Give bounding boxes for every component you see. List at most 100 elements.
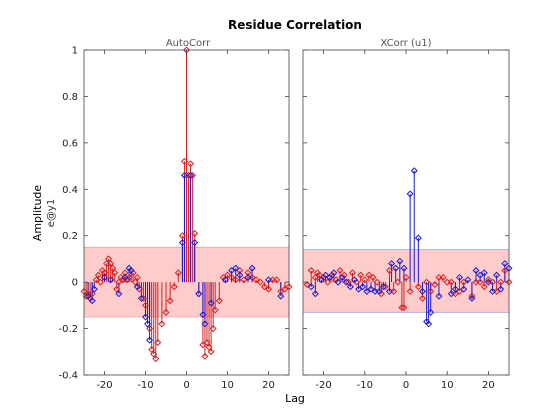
blue-marker xyxy=(318,276,326,284)
blue-marker xyxy=(476,271,484,279)
red-marker xyxy=(423,278,431,286)
blue-marker xyxy=(144,320,152,328)
x-tick-label: -10 xyxy=(357,380,373,391)
red-marker xyxy=(381,283,389,291)
red-marker xyxy=(228,273,236,282)
left-subplot-title: AutoCorr xyxy=(166,38,211,49)
blue-marker xyxy=(115,290,123,298)
blue-marker xyxy=(501,260,509,268)
blue-marker xyxy=(195,290,203,298)
blue-marker xyxy=(414,234,422,242)
blue-marker xyxy=(388,260,396,268)
x-tick-label: 20 xyxy=(262,380,275,391)
red-marker xyxy=(336,267,344,275)
x-tick-label: 10 xyxy=(441,380,454,391)
red-marker xyxy=(191,229,199,237)
red-marker xyxy=(361,276,369,284)
blue-marker xyxy=(90,285,98,293)
red-marker xyxy=(115,278,123,286)
red-marker xyxy=(353,278,361,286)
blue-marker xyxy=(248,264,256,272)
blue-marker xyxy=(363,287,371,295)
red-marker xyxy=(386,267,394,275)
blue-marker xyxy=(367,285,375,293)
blue-marker xyxy=(406,190,414,198)
blue-marker xyxy=(480,269,488,277)
blue-marker xyxy=(400,264,408,272)
blue-marker xyxy=(330,269,338,277)
y-tick-label: 0 xyxy=(72,278,78,289)
red-marker xyxy=(211,306,219,314)
red-marker xyxy=(406,287,414,295)
blue-marker xyxy=(379,283,387,291)
red-marker xyxy=(402,273,410,282)
red-marker xyxy=(244,269,252,277)
blue-marker xyxy=(228,267,236,275)
red-marker xyxy=(109,264,117,272)
y-tick-label: 0.6 xyxy=(62,138,78,149)
red-marker xyxy=(187,160,195,168)
red-marker xyxy=(431,280,439,288)
blue-marker xyxy=(472,267,480,275)
blue-marker xyxy=(322,271,330,279)
blue-marker xyxy=(236,271,244,279)
autocorr-plot: -20 -10 0 10 20 -0.4 -0.2 0 0.2 0.4 0.6 0.8 1 xyxy=(58,46,293,391)
x-tick-label: -20 xyxy=(96,380,112,391)
red-marker xyxy=(400,304,408,312)
red-marker xyxy=(205,343,213,351)
blue-marker xyxy=(489,287,497,295)
y-tick-label: 0.2 xyxy=(62,231,78,242)
y-tick-label: -0.4 xyxy=(58,371,78,382)
y-tick-label: -0.2 xyxy=(58,324,78,335)
y-axis-label: Amplitude xyxy=(31,185,44,242)
blue-marker xyxy=(396,257,404,265)
red-marker xyxy=(447,278,455,286)
red-marker xyxy=(152,355,160,363)
blue-marker xyxy=(232,264,240,272)
red-marker xyxy=(174,269,182,277)
right-subplot-title: XCorr (u1) xyxy=(381,38,432,49)
blue-marker xyxy=(244,273,252,282)
red-marker xyxy=(324,278,332,286)
red-marker xyxy=(344,278,352,286)
blue-marker xyxy=(221,276,229,284)
blue-marker xyxy=(146,336,154,344)
red-marker xyxy=(281,285,289,293)
red-marker xyxy=(394,278,402,286)
plot-frame xyxy=(302,49,510,376)
red-marker xyxy=(148,345,156,353)
red-marker xyxy=(497,278,505,286)
y-axis-sublabel: e@y1 xyxy=(46,199,57,227)
red-marker xyxy=(277,287,285,295)
red-marker xyxy=(373,278,381,286)
red-marker xyxy=(484,276,492,284)
blue-marker xyxy=(386,287,394,295)
red-marker xyxy=(460,278,468,286)
red-marker xyxy=(203,338,211,347)
blue-marker xyxy=(264,276,273,284)
chart-title: Residue Correlation xyxy=(228,18,362,32)
blue-marker xyxy=(127,267,135,275)
red-marker xyxy=(158,320,166,328)
red-marker xyxy=(162,308,170,316)
red-marker xyxy=(501,267,509,275)
blue-marker xyxy=(311,290,319,298)
blue-marker xyxy=(359,283,367,291)
blue-marker xyxy=(307,283,315,291)
red-marker xyxy=(135,285,143,293)
blue-marker xyxy=(180,171,188,179)
red-marker xyxy=(365,271,373,279)
red-marker xyxy=(480,283,488,291)
red-marker xyxy=(398,304,406,312)
blue-marker xyxy=(201,320,209,328)
blue-marker xyxy=(392,264,400,272)
y-tick-label: 0.8 xyxy=(62,92,78,103)
red-marker xyxy=(348,269,356,277)
blue-marker xyxy=(191,239,199,247)
x-tick-label: 20 xyxy=(482,380,495,391)
blue-marker xyxy=(121,273,129,282)
red-marker xyxy=(377,290,385,298)
blue-marker xyxy=(425,320,433,328)
blue-marker xyxy=(334,278,342,286)
red-marker xyxy=(121,269,129,277)
